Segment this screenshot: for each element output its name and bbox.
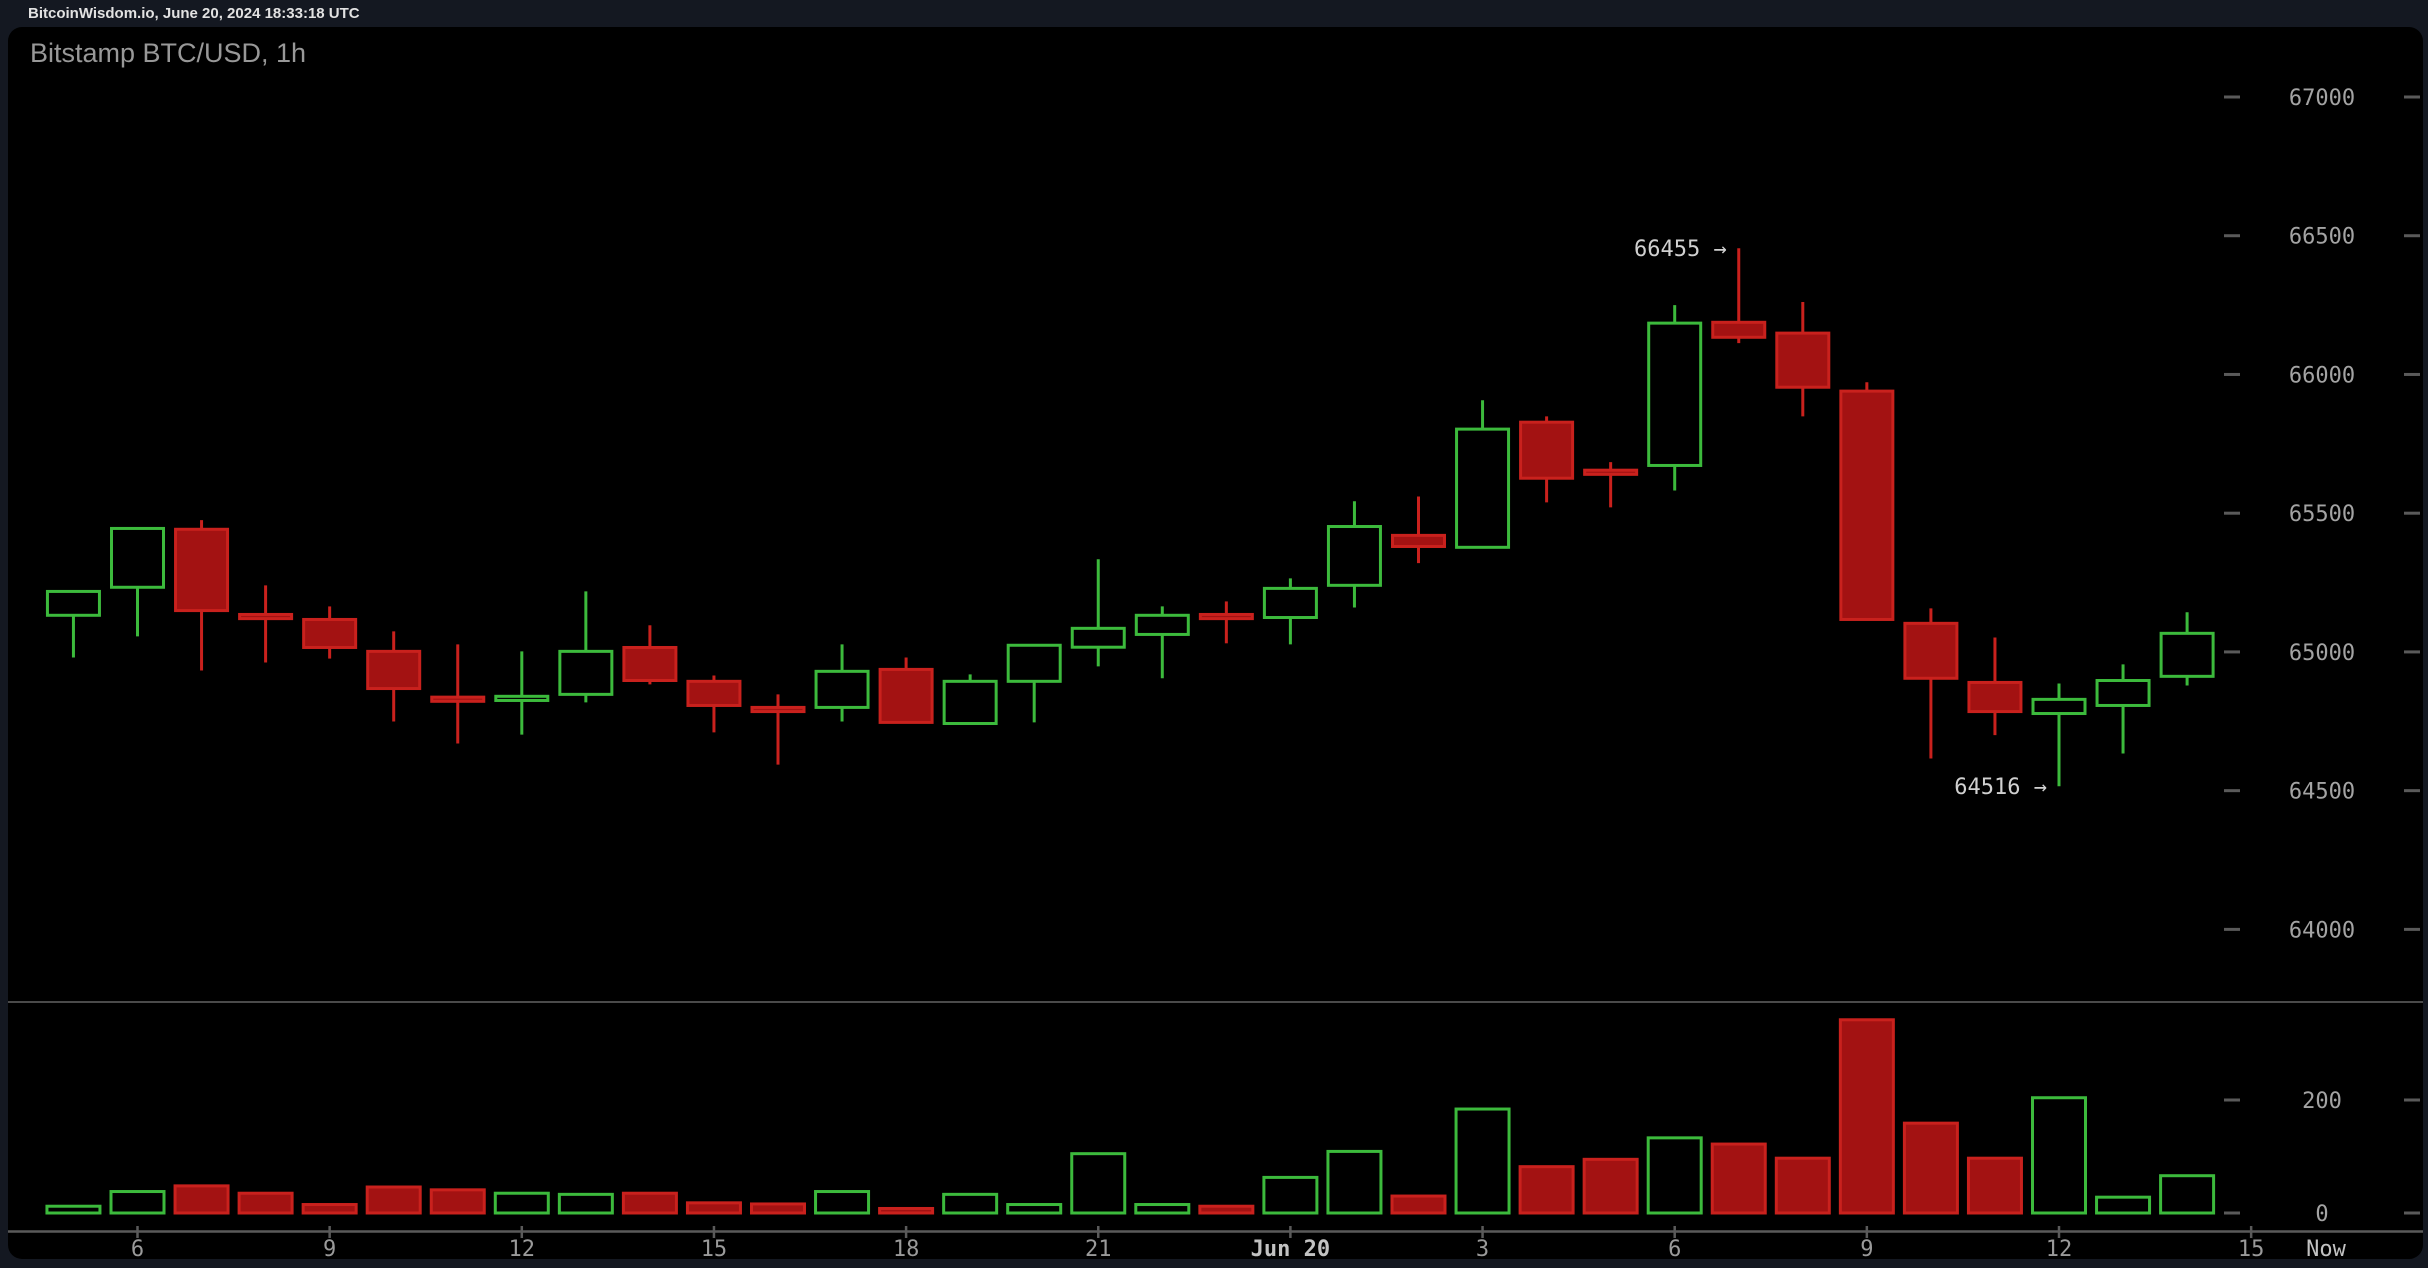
volume-bar — [173, 1184, 230, 1215]
price-axis-label: 64500 — [2289, 780, 2355, 805]
volume-bar — [429, 1188, 486, 1215]
candle-body — [110, 526, 165, 589]
volume-bar — [2159, 1174, 2216, 1215]
time-axis-label: 18 — [893, 1237, 920, 1262]
titlebar-text: BitcoinWisdom.io, June 20, 2024 18:33:18… — [28, 5, 360, 22]
time-axis-label: 9 — [323, 1237, 336, 1262]
time-axis-label: 3 — [1476, 1237, 1489, 1262]
volume-axis-label: 200 — [2302, 1089, 2342, 1114]
time-axis-label: 15 — [701, 1237, 728, 1262]
price-axis-label: 66500 — [2289, 225, 2355, 250]
price-axis-label: 66000 — [2289, 363, 2355, 388]
volume-bar — [365, 1185, 422, 1215]
titlebar: BitcoinWisdom.io, June 20, 2024 18:33:18… — [0, 0, 2428, 27]
time-axis-label: 12 — [2046, 1237, 2073, 1262]
candle-body — [942, 679, 998, 726]
volume-bar — [109, 1190, 166, 1215]
volume-bar — [557, 1192, 614, 1215]
volume-bar — [1710, 1142, 1767, 1215]
volume-bar — [1902, 1121, 1959, 1215]
candle-body — [1967, 680, 2023, 714]
candle-body — [45, 589, 101, 617]
candle-body — [1519, 420, 1575, 480]
volume-bar — [942, 1192, 999, 1215]
time-axis-label: 9 — [1860, 1237, 1873, 1262]
volume-bar — [301, 1203, 358, 1215]
candle-body — [750, 705, 806, 714]
now-label: Now — [2306, 1237, 2346, 1262]
candle-body — [1775, 331, 1831, 389]
volume-bar — [237, 1191, 294, 1215]
time-axis-label: 21 — [1085, 1237, 1112, 1262]
time-axis-label: 12 — [509, 1237, 536, 1262]
volume-bar — [1134, 1203, 1191, 1215]
candle-body — [1198, 612, 1254, 621]
candle-body — [1006, 643, 1062, 683]
candle-body — [494, 694, 550, 702]
price-axis-label: 64000 — [2289, 918, 2355, 943]
volume-bar — [1774, 1156, 1831, 1215]
candle-body — [366, 649, 422, 691]
price-axis-label: 65500 — [2289, 502, 2355, 527]
candle-body — [622, 645, 678, 682]
candle-body — [1455, 427, 1511, 549]
volume-bar — [1582, 1157, 1639, 1215]
price-axis-label: 65000 — [2289, 641, 2355, 666]
volume-bar — [1390, 1194, 1447, 1215]
chart-title: Bitstamp BTC/USD, 1h — [30, 38, 307, 68]
candle-body — [1326, 525, 1382, 587]
candle-body — [430, 695, 486, 703]
volume-bar — [1518, 1165, 1575, 1215]
price-axis-label: 67000 — [2289, 86, 2355, 111]
time-axis-label: 15 — [2238, 1237, 2265, 1262]
volume-axis-label: 0 — [2315, 1202, 2328, 1227]
volume-bar — [878, 1206, 935, 1215]
volume-bar — [1838, 1018, 1895, 1215]
volume-bar — [1326, 1149, 1383, 1215]
volume-bar — [1198, 1204, 1255, 1215]
candle-body — [1647, 321, 1703, 467]
volume-bar — [2031, 1096, 2087, 1215]
candle-body — [1391, 533, 1446, 548]
candle-body — [1903, 621, 1959, 680]
candle-body — [814, 669, 870, 709]
candle-body — [1839, 389, 1895, 621]
candle-body — [1070, 626, 1126, 649]
price-annotation: 64516 → — [1954, 775, 2047, 800]
price-annotation: 66455 → — [1634, 237, 1727, 262]
candle-body — [1134, 613, 1190, 636]
volume-bar — [1646, 1136, 1703, 1215]
candle-body — [1583, 468, 1639, 476]
chart-panel — [8, 27, 2423, 1259]
volume-bar — [814, 1190, 871, 1215]
candle-body — [878, 667, 934, 724]
candle-body — [302, 617, 358, 649]
volume-bar — [1966, 1156, 2023, 1215]
time-axis-label: Jun 20 — [1251, 1237, 1330, 1262]
volume-bar — [493, 1191, 550, 1215]
volume-bar — [685, 1201, 742, 1215]
time-axis-label: 6 — [131, 1237, 144, 1262]
volume-bar — [1070, 1152, 1127, 1215]
volume-bar — [2095, 1195, 2152, 1215]
candle-body — [2095, 678, 2151, 707]
candle-body — [2031, 697, 2087, 716]
candle-body — [686, 679, 742, 707]
candle-body — [174, 527, 230, 613]
candle-body — [238, 612, 294, 621]
volume-bar — [45, 1204, 102, 1215]
volume-bar — [750, 1202, 806, 1215]
volume-bar — [1262, 1175, 1319, 1215]
time-axis-label: 6 — [1668, 1237, 1681, 1262]
volume-bar — [1006, 1203, 1063, 1215]
candle-body — [1262, 586, 1318, 620]
candle-body — [558, 649, 614, 696]
volume-bar — [621, 1191, 678, 1215]
volume-bar — [1454, 1107, 1511, 1215]
candle-body — [2159, 631, 2215, 678]
candle-body — [1711, 320, 1767, 339]
